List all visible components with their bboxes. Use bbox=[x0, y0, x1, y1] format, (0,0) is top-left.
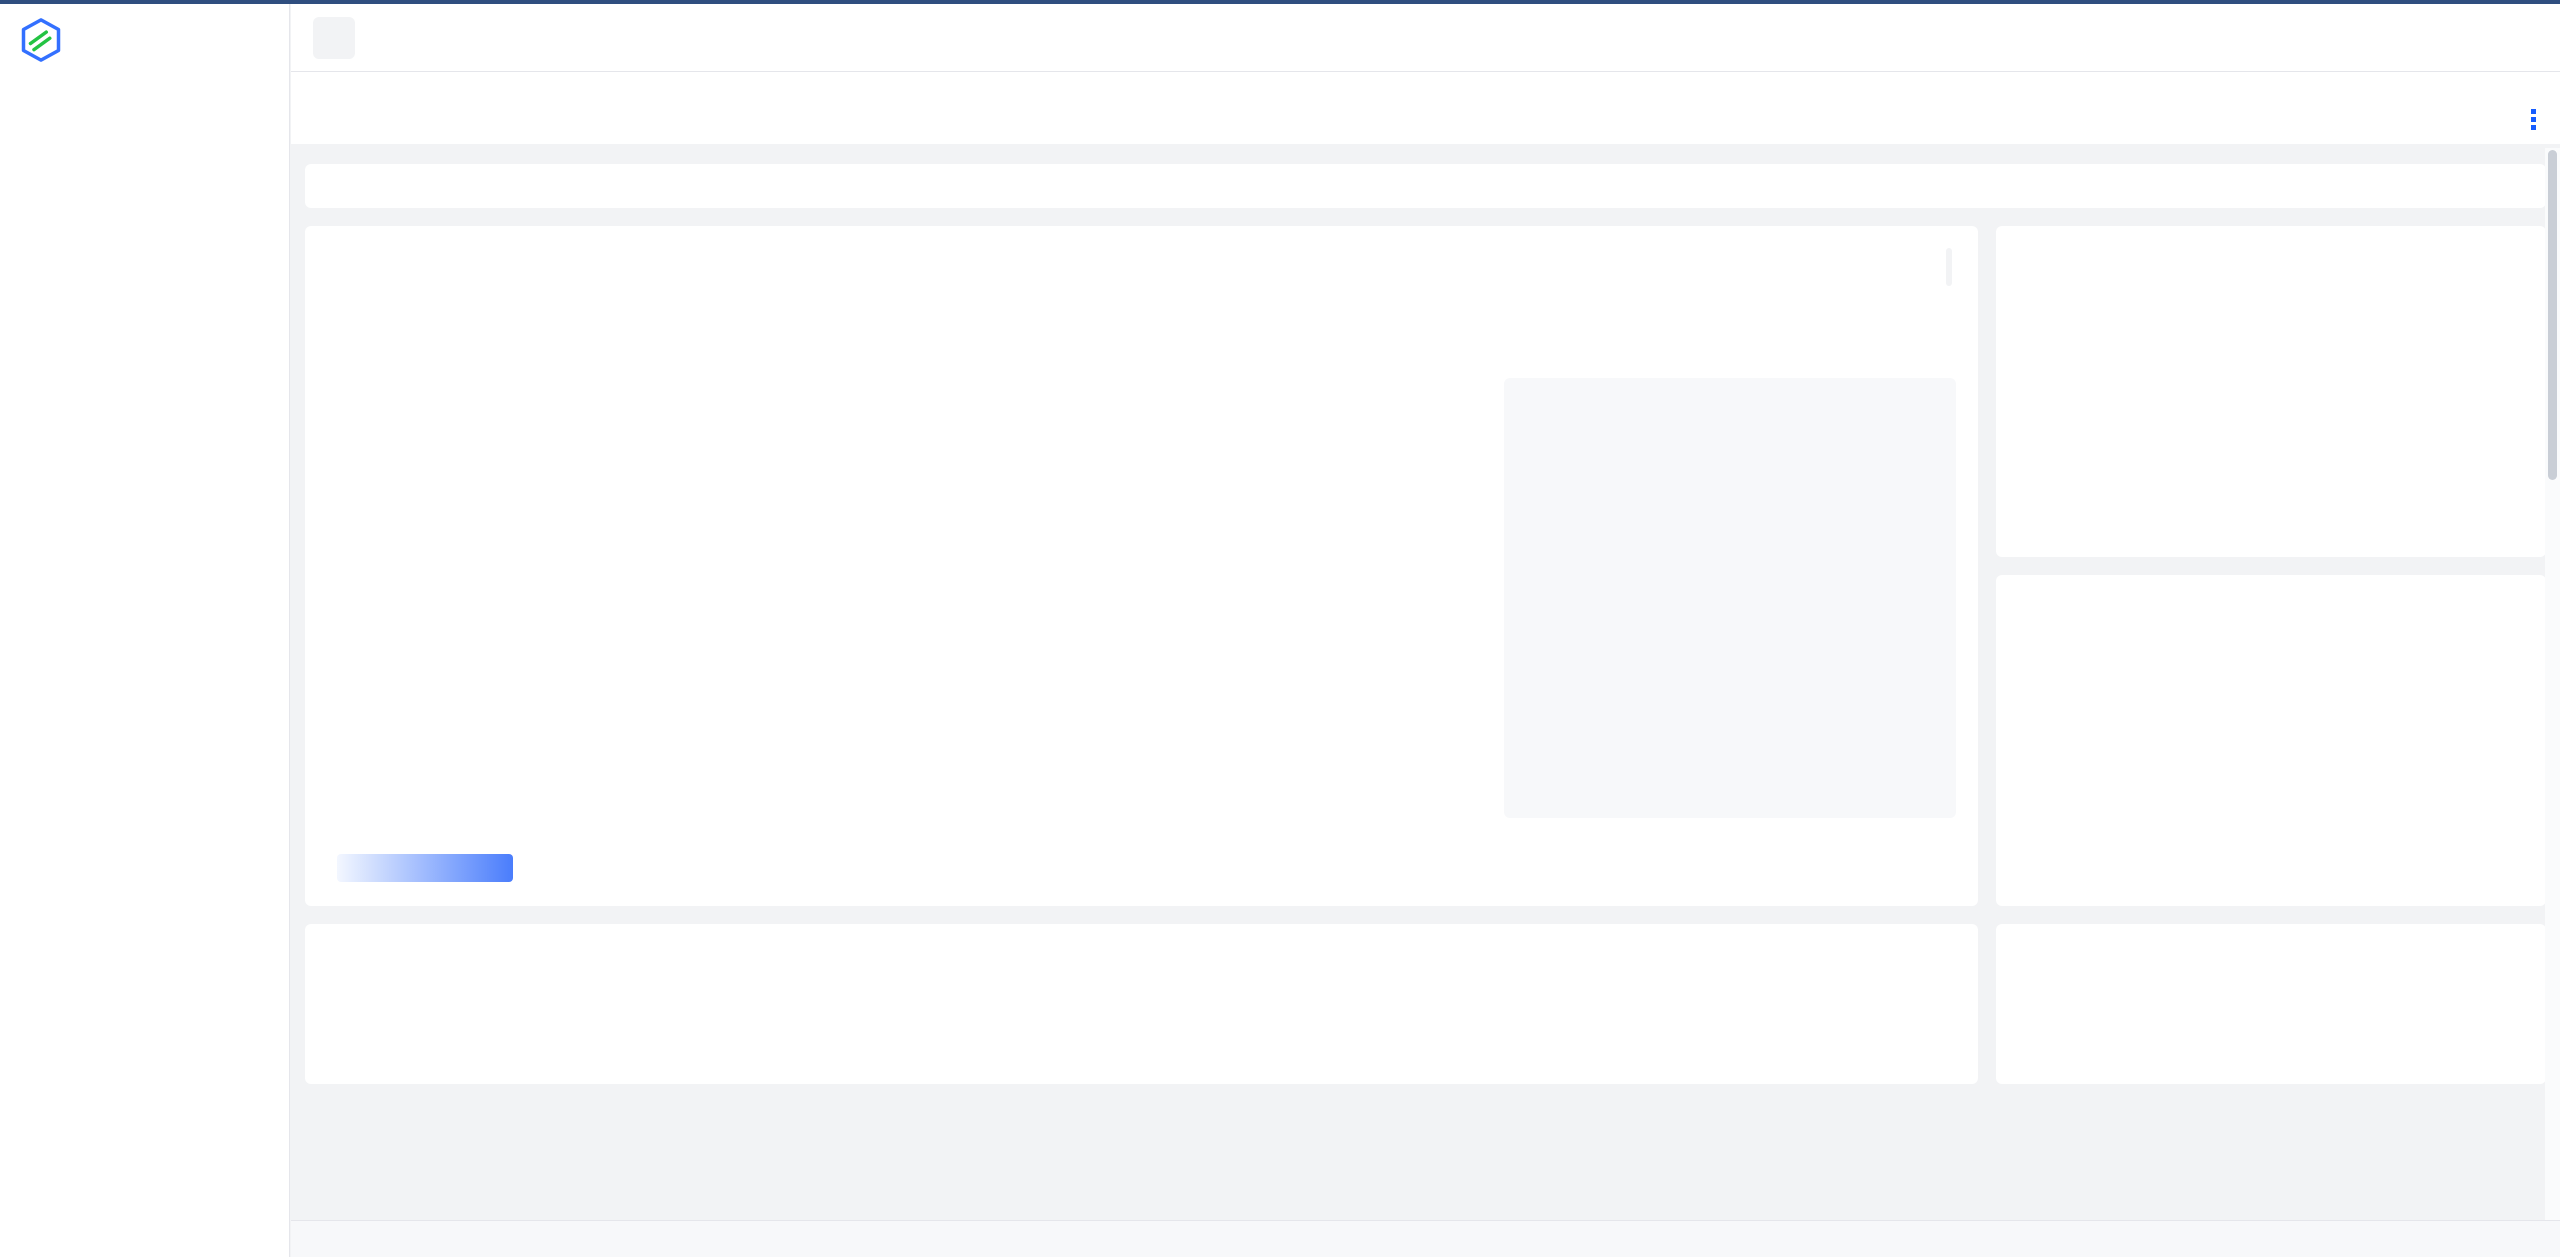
scrollbar-thumb[interactable] bbox=[2548, 150, 2557, 480]
geo-location-panel bbox=[305, 226, 1978, 906]
map-gradient-legend bbox=[337, 854, 513, 882]
collapse-sidebar-button[interactable] bbox=[313, 16, 355, 59]
sidebar bbox=[0, 4, 290, 1257]
app-logo[interactable] bbox=[0, 4, 289, 76]
map-scope-toggle bbox=[1946, 248, 1952, 286]
top-header bbox=[291, 4, 2560, 72]
china-map bbox=[533, 304, 1305, 890]
top-edge-strip bbox=[0, 0, 2560, 4]
browser-donut-chart bbox=[2018, 593, 2524, 843]
logo-hexagon-icon bbox=[21, 18, 61, 62]
china-map-svg bbox=[533, 304, 1305, 890]
terminal-panel bbox=[1996, 226, 2546, 557]
tab-overflow-kebab-icon[interactable] bbox=[2522, 108, 2544, 130]
province-ranking-list bbox=[1504, 378, 1956, 818]
terminal-donut-chart bbox=[2018, 244, 2524, 494]
tab-bar bbox=[291, 72, 2560, 144]
page-content bbox=[291, 148, 2560, 1257]
top-modules-bar-chart bbox=[2016, 988, 2526, 1084]
top-modules-panel bbox=[1996, 924, 2546, 1084]
footer bbox=[291, 1220, 2560, 1257]
browser-panel bbox=[1996, 575, 2546, 906]
scrollbar-track[interactable] bbox=[2545, 148, 2560, 1220]
time-analysis-panel bbox=[305, 924, 1978, 1084]
data-overview-panel bbox=[305, 164, 2546, 208]
main-area bbox=[291, 4, 2560, 1257]
sidebar-nav bbox=[0, 76, 289, 92]
